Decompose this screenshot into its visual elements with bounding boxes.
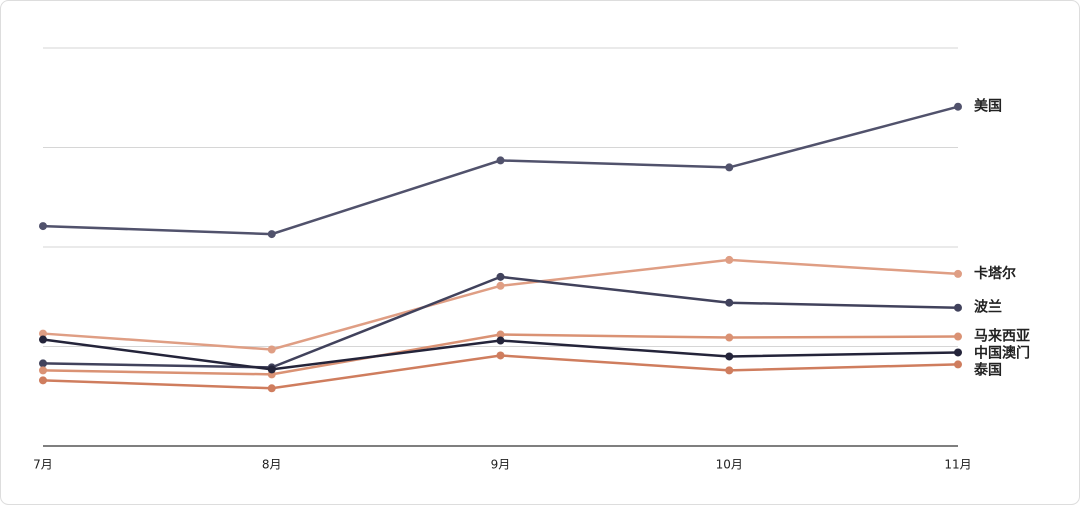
point xyxy=(267,230,276,239)
legend-label: 中国澳门 xyxy=(974,345,1030,362)
point xyxy=(267,365,276,374)
x-tick-label: 7月 xyxy=(33,458,53,472)
point xyxy=(39,359,47,368)
point xyxy=(725,163,734,172)
point xyxy=(725,352,734,361)
point xyxy=(954,348,962,357)
legend-label: 卡塔尔 xyxy=(974,265,1016,282)
legend-label: 马来西亚 xyxy=(974,329,1030,345)
point xyxy=(954,332,962,341)
point xyxy=(725,255,734,264)
point xyxy=(954,303,962,312)
point xyxy=(39,366,47,375)
legend-label: 泰国 xyxy=(973,362,1002,379)
point xyxy=(267,384,276,393)
point xyxy=(725,298,734,307)
point xyxy=(39,222,47,231)
x-tick-label: 11月 xyxy=(944,458,971,472)
x-tick-label: 8月 xyxy=(262,458,282,472)
x-tick-label: 10月 xyxy=(716,458,743,472)
point xyxy=(725,366,734,375)
point xyxy=(39,376,47,385)
point xyxy=(954,269,962,278)
point xyxy=(496,156,505,165)
point xyxy=(954,360,962,369)
point xyxy=(496,272,505,281)
x-tick-label: 9月 xyxy=(491,458,511,472)
point xyxy=(267,345,276,354)
point xyxy=(496,330,505,339)
point xyxy=(496,336,505,345)
point xyxy=(39,329,47,338)
point xyxy=(496,351,505,360)
point xyxy=(39,335,47,344)
point xyxy=(954,102,962,111)
legend-label: 波兰 xyxy=(974,299,1002,316)
legend-label: 美国 xyxy=(974,98,1002,115)
point xyxy=(496,281,505,290)
point xyxy=(725,333,734,342)
